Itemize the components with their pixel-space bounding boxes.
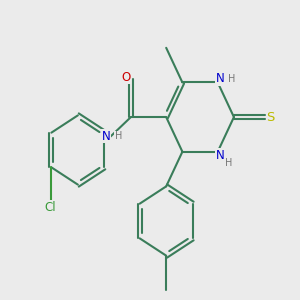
Text: Cl: Cl <box>44 201 56 214</box>
Text: N: N <box>216 73 224 85</box>
Text: O: O <box>121 71 130 84</box>
Text: H: H <box>115 131 122 141</box>
Text: H: H <box>228 74 235 84</box>
Text: H: H <box>225 158 233 168</box>
Text: S: S <box>266 111 275 124</box>
Text: N: N <box>216 149 224 162</box>
Text: N: N <box>101 130 110 142</box>
